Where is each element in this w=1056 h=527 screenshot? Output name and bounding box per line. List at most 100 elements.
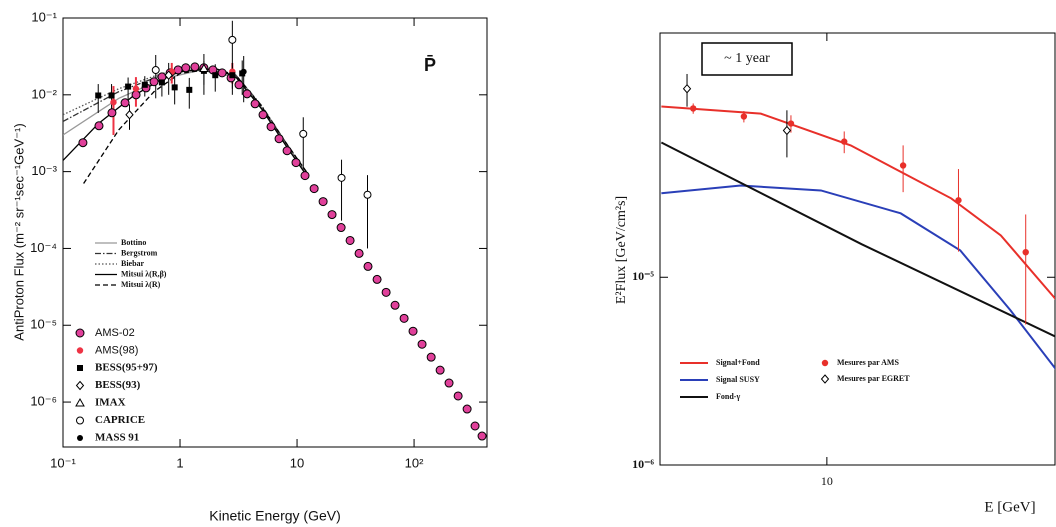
legend-label: CAPRICE <box>95 414 145 426</box>
data-point <box>282 146 292 156</box>
y-axis-label: AntiProton Flux (m⁻² sr⁻¹sec⁻¹GeV⁻¹) <box>11 123 26 340</box>
legend-label: Mitsui λ(R) <box>121 280 161 289</box>
data-point <box>444 378 454 388</box>
y-tick-label: 10⁻⁵ <box>30 317 57 332</box>
legend-symbol <box>77 435 83 441</box>
y-tick-label: 10⁻⁶ <box>632 457 654 471</box>
legend-symbol <box>75 397 85 407</box>
x-tick-label: 10 <box>821 474 833 488</box>
y-tick-label: 10⁻¹ <box>31 9 57 24</box>
data-point <box>107 108 117 118</box>
data-point <box>363 190 372 199</box>
data-point <box>94 121 104 131</box>
x-axis-label: Kinetic Energy (GeV) <box>209 508 341 524</box>
data-point <box>299 129 308 138</box>
legend-symbol <box>820 374 830 384</box>
data-point <box>390 300 400 310</box>
data-point <box>337 173 346 182</box>
data-point <box>899 162 907 169</box>
data-point <box>399 313 409 323</box>
data-point <box>120 98 130 108</box>
legend-label: IMAX <box>95 397 126 409</box>
legend-label: AMS(98) <box>95 344 138 356</box>
legend-label: Signal+Fond <box>716 358 760 367</box>
data-point <box>955 197 962 204</box>
data-point <box>151 66 160 75</box>
data-point <box>149 77 159 87</box>
data-point <box>309 184 319 194</box>
x-tick-label: 10⁻¹ <box>50 455 76 470</box>
legend-label: BESS(93) <box>95 379 141 391</box>
data-point <box>132 85 140 92</box>
data-point <box>477 431 487 441</box>
data-point <box>381 287 391 297</box>
legend-label: Mesures par AMS <box>837 358 899 367</box>
data-point <box>258 110 268 120</box>
data-point <box>435 365 445 375</box>
legend-label: Signal SUSY <box>716 375 760 384</box>
legend-symbol <box>76 347 84 354</box>
y-tick-label: 10⁻² <box>31 86 57 101</box>
data-point <box>1022 248 1029 256</box>
data-point <box>690 105 697 112</box>
data-point <box>242 89 252 99</box>
data-point <box>345 235 355 245</box>
annotation-box <box>701 42 793 76</box>
annotation: P̄ <box>424 55 436 75</box>
series-line <box>661 105 1055 300</box>
data-point <box>95 92 102 99</box>
y-axis-label: E²Flux [GeV/cm²s] <box>614 196 629 304</box>
data-point <box>426 352 436 362</box>
plot-frame <box>62 17 488 448</box>
data-point <box>291 158 301 168</box>
data-point <box>417 339 427 349</box>
plot-area <box>660 73 1055 370</box>
legend-label: MASS 91 <box>95 432 139 444</box>
data-point <box>782 125 792 136</box>
y-tick-label: 10⁻⁵ <box>632 269 654 283</box>
data-point <box>181 63 191 73</box>
legend-label: Mitsui λ(R,β) <box>121 269 167 278</box>
data-point <box>78 138 88 148</box>
y-tick-label: 10⁻⁴ <box>30 240 57 255</box>
data-point <box>470 421 480 431</box>
data-point <box>173 65 183 75</box>
data-point <box>229 72 236 79</box>
legend-label: Biebar <box>121 259 145 268</box>
x-tick-label: 1 <box>176 455 183 470</box>
legend-label: Bottino <box>121 238 146 247</box>
data-point <box>274 134 284 144</box>
legend-symbol <box>75 380 85 391</box>
data-point <box>141 81 148 88</box>
data-point <box>300 171 310 181</box>
data-point <box>110 99 117 106</box>
data-point <box>682 83 692 94</box>
legend-symbol <box>76 416 84 425</box>
legend-label: Fond-γ <box>716 392 740 401</box>
legend-symbol <box>821 359 829 367</box>
y-tick-label: 10⁻³ <box>31 163 57 178</box>
series-line <box>661 184 1055 370</box>
data-point <box>787 120 795 127</box>
data-point <box>266 122 276 132</box>
legend-label: BESS(95+97) <box>95 362 158 374</box>
data-point <box>108 92 115 99</box>
data-point <box>453 391 463 401</box>
data-point <box>234 80 244 90</box>
legend-symbol <box>77 365 83 371</box>
legend-symbol <box>75 328 85 338</box>
data-point <box>171 84 178 91</box>
x-tick-label: 10 <box>290 455 304 470</box>
data-point <box>186 86 193 93</box>
data-point <box>125 109 134 120</box>
data-point <box>372 274 382 284</box>
x-tick-label: 10² <box>405 455 424 470</box>
data-point <box>841 138 848 145</box>
data-point <box>250 99 260 109</box>
plot-area <box>63 20 368 249</box>
data-point <box>190 62 200 72</box>
legend-label: AMS-02 <box>95 327 135 339</box>
data-point <box>408 326 418 336</box>
series-line <box>660 141 1055 338</box>
